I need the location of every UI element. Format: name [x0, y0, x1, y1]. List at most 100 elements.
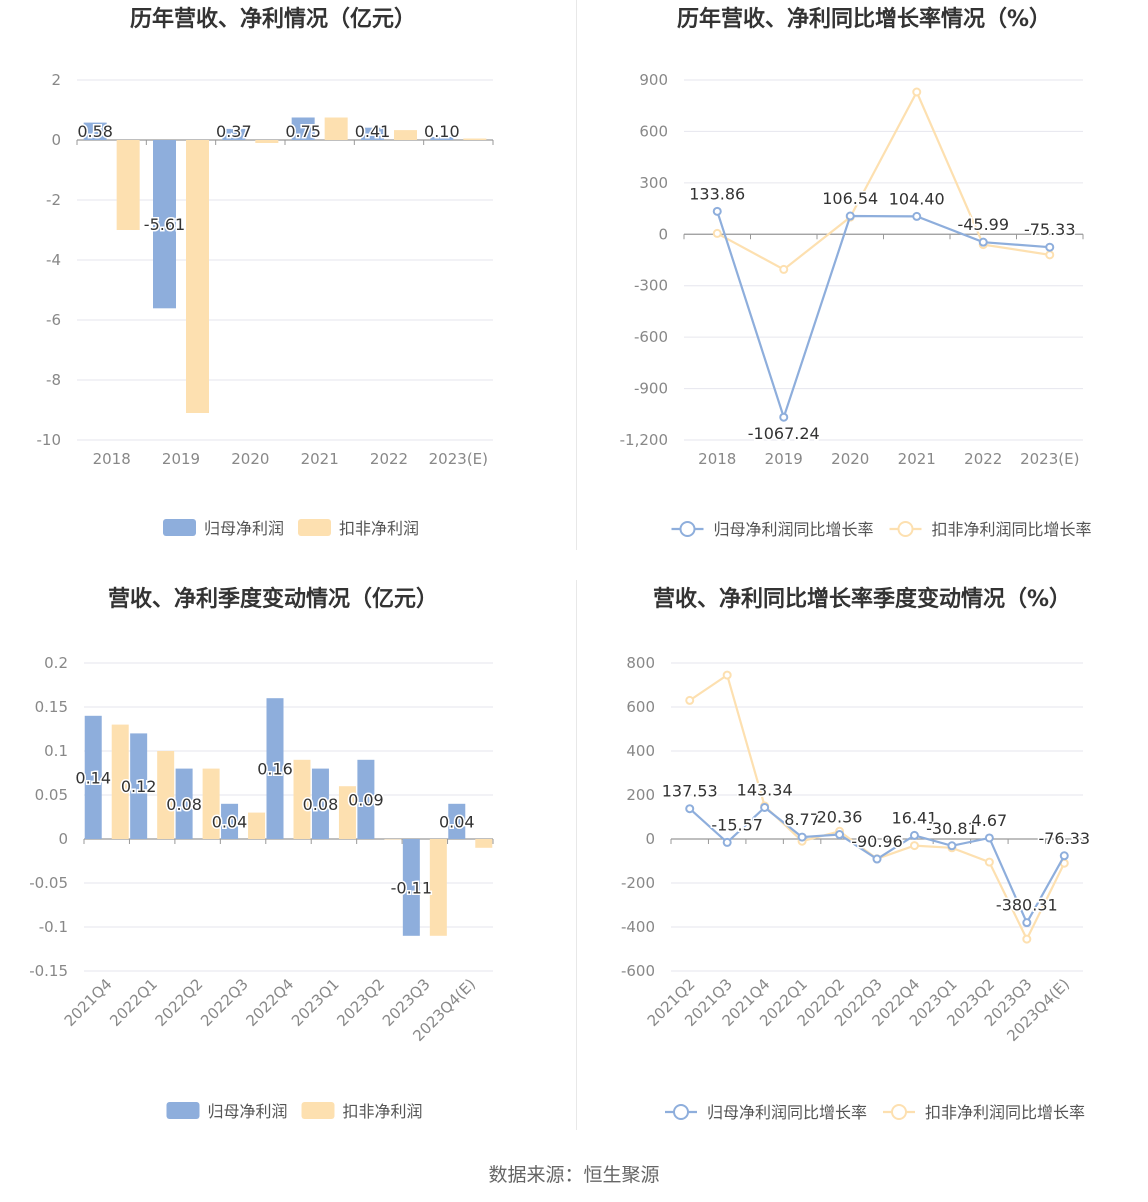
y-tick-label: -900 [634, 380, 668, 398]
point-net-profit-growth [947, 841, 957, 851]
bar-net-profit [153, 140, 176, 309]
bar-net-profit [311, 768, 329, 839]
y-tick-label: 300 [639, 174, 668, 192]
chart-title: 历年营收、净利情况（亿元） [130, 6, 416, 32]
legend-swatch [301, 1102, 335, 1119]
y-tick-label: -6 [46, 311, 61, 329]
y-tick-label: -400 [621, 918, 655, 936]
bar-deducted-net-profit [157, 751, 175, 839]
data-label: -5.61 [144, 215, 185, 234]
bar-net-profit [84, 715, 102, 839]
data-label: 0.04 [212, 812, 248, 831]
vertical-divider-bottom [576, 580, 577, 1130]
bar-net-profit [357, 759, 375, 839]
data-label: 0.10 [424, 122, 460, 141]
x-tick-label: 2022Q4 [243, 975, 298, 1030]
data-label: 137.53 [662, 782, 718, 801]
data-label: 20.36 [817, 808, 863, 827]
y-tick-label: 0 [51, 131, 61, 149]
bar-deducted-net-profit [338, 786, 356, 839]
data-label: 8.77 [784, 810, 820, 829]
point-net-profit-growth [984, 833, 994, 843]
x-tick-label: 2022 [370, 450, 408, 468]
point-deducted-growth [1045, 250, 1055, 260]
data-label: 0.41 [355, 122, 391, 141]
line-net-profit-growth [716, 211, 1050, 421]
annual-profit-bar-chart: 历年营收、净利情况（亿元） 2 0 -2 -4 -6 -8 -10 2018 2019 2020 20… [37, 6, 494, 538]
x-tick-label: 2018 [698, 450, 736, 468]
y-tick-label: -600 [621, 962, 655, 980]
legend-marker [897, 521, 914, 537]
x-tick-label: 2022 [964, 450, 1002, 468]
y-tick-label: -0.15 [29, 962, 68, 980]
point-net-profit-growth [797, 832, 807, 842]
bar-deducted-net-profit [384, 839, 402, 840]
bar-net-profit [175, 768, 193, 839]
point-deducted-growth [685, 695, 695, 705]
data-label: 0.37 [216, 122, 252, 141]
bar-deducted-net-profit [248, 812, 266, 839]
bar-net-profit [221, 803, 239, 839]
y-tick-label: -200 [621, 874, 655, 892]
data-label: -45.99 [957, 215, 1009, 234]
data-label: -0.11 [391, 878, 432, 897]
legend-label: 归母净利润同比增长率 [707, 1103, 867, 1122]
bar-deducted-net-profit [202, 768, 220, 839]
point-deducted-growth [712, 228, 722, 238]
y-tick-label: -4 [46, 251, 61, 269]
y-tick-label: 400 [626, 742, 655, 760]
bar-deducted-net-profit [116, 140, 140, 230]
x-tick-label: 2021 [898, 450, 936, 468]
data-label: 0.08 [303, 795, 339, 814]
bar-net-profit [402, 839, 420, 936]
bar-deducted-net-profit [293, 759, 311, 839]
bar-deducted-net-profit [324, 117, 348, 140]
data-label: 106.54 [822, 189, 878, 208]
bar-deducted-net-profit [394, 130, 417, 140]
data-label: -90.96 [851, 832, 903, 851]
data-source-footer: 数据来源：恒生聚源 [488, 1164, 660, 1186]
y-tick-label: -0.05 [29, 874, 68, 892]
point-net-profit-growth [872, 854, 882, 864]
x-tick-label: 2018 [93, 450, 131, 468]
x-tick-label: 2023Q2 [333, 975, 388, 1030]
data-label: 4.67 [972, 811, 1008, 830]
bar-deducted-net-profit [475, 839, 493, 848]
y-tick-label: -8 [46, 371, 61, 389]
legend-label: 扣非净利润同比增长率 [925, 1103, 1085, 1122]
x-tick-label: 2020 [831, 450, 869, 468]
legend-label: 归母净利润 [208, 1102, 288, 1121]
point-net-profit-growth [760, 802, 770, 812]
x-tick-label: 2019 [162, 450, 200, 468]
bar-deducted-net-profit [186, 140, 209, 413]
x-tick-label: 2023(E) [1020, 450, 1079, 468]
bar-net-profit [222, 128, 246, 140]
point-net-profit-growth [978, 237, 988, 247]
legend-marker [673, 1104, 689, 1120]
point-net-profit-growth [909, 830, 919, 840]
point-deducted-growth [909, 841, 919, 851]
data-label: 0.12 [121, 777, 157, 796]
chart-panel-annual-profit: 历年营收、净利情况（亿元） 2 0 -2 -4 -6 -8 -10 2018 2019 2020 20… [0, 0, 574, 580]
y-tick-label: -2 [46, 191, 61, 209]
legend-label: 归母净利润同比增长率 [714, 520, 874, 539]
data-label: 0.14 [75, 768, 111, 787]
data-label: 104.40 [889, 189, 945, 208]
x-tick-label: 2022Q3 [197, 975, 252, 1030]
x-tick-label: 2019 [765, 450, 803, 468]
data-label: -380.31 [996, 896, 1058, 915]
y-tick-label: 600 [626, 698, 655, 716]
point-net-profit-growth [835, 830, 845, 840]
chart-title: 历年营收、净利同比增长率情况（%） [677, 6, 1051, 32]
point-net-profit-growth [1045, 242, 1055, 252]
point-net-profit-growth [712, 206, 722, 216]
bar-deducted-net-profit [255, 140, 279, 143]
point-deducted-growth [912, 87, 922, 97]
point-net-profit-growth [912, 211, 922, 221]
point-net-profit-growth [685, 804, 695, 814]
legend-marker [679, 521, 696, 537]
x-tick-label: 2022Q2 [152, 975, 207, 1030]
x-tick-label: 2022Q1 [106, 975, 161, 1030]
legend-label: 归母净利润 [204, 519, 284, 538]
legend-swatch [166, 1102, 200, 1119]
